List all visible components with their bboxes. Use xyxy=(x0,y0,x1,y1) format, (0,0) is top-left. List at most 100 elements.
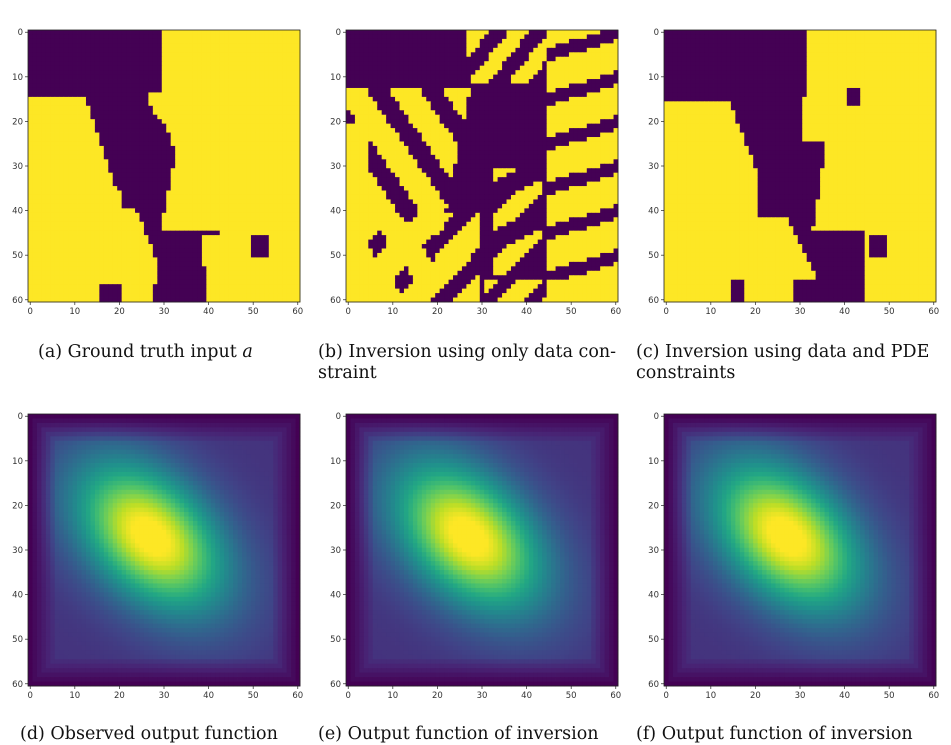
heatmap-cell xyxy=(268,203,274,209)
heatmap-cell xyxy=(81,110,87,116)
heatmap-cell xyxy=(242,221,247,227)
heatmap-cell xyxy=(542,101,548,107)
heatmap-cell xyxy=(184,279,189,285)
heatmap-cell xyxy=(264,87,270,93)
heatmap-cell xyxy=(412,56,418,62)
heatmap-cell xyxy=(215,194,221,200)
heatmap-cell xyxy=(291,34,296,40)
heatmap-cell xyxy=(117,221,123,227)
heatmap-cell xyxy=(524,61,530,67)
heatmap-cell xyxy=(45,114,51,120)
heatmap-cell xyxy=(121,128,127,133)
heatmap-cell xyxy=(282,110,288,116)
heatmap-cell xyxy=(295,61,301,67)
heatmap-cell xyxy=(542,79,548,84)
heatmap-cell xyxy=(117,38,123,44)
heatmap-cell xyxy=(295,159,301,165)
heatmap-cell xyxy=(108,34,114,40)
heatmap-cell xyxy=(36,56,42,62)
heatmap-cell xyxy=(273,163,279,169)
heatmap-cell xyxy=(408,65,414,71)
heatmap-cell xyxy=(609,105,614,111)
heatmap-cell xyxy=(139,168,145,174)
heatmap-cell xyxy=(537,38,543,44)
heatmap-cell xyxy=(515,101,521,107)
heatmap-cell xyxy=(246,145,252,151)
heatmap-cell xyxy=(524,47,530,53)
heatmap-cell xyxy=(81,123,87,129)
heatmap-cell xyxy=(448,110,454,116)
heatmap-cell xyxy=(36,239,42,245)
heatmap-cell xyxy=(135,297,140,303)
heatmap-cell xyxy=(130,284,136,290)
heatmap-cell xyxy=(475,34,481,40)
heatmap-cell xyxy=(363,74,369,80)
heatmap-cell xyxy=(286,257,292,263)
heatmap-cell xyxy=(45,270,51,276)
heatmap-cell xyxy=(264,226,270,232)
heatmap-cell xyxy=(112,163,118,169)
heatmap-cell xyxy=(493,38,499,44)
heatmap-cell xyxy=(188,163,194,169)
heatmap-cell xyxy=(582,30,588,35)
heatmap-cell xyxy=(90,284,96,290)
heatmap-cell xyxy=(139,154,145,160)
heatmap-cell xyxy=(560,34,565,40)
heatmap-cell xyxy=(206,56,212,62)
heatmap-cell xyxy=(77,159,82,165)
heatmap-cell xyxy=(273,199,279,205)
heatmap-cell xyxy=(188,181,194,187)
heatmap-cell xyxy=(444,83,449,89)
heatmap-cell xyxy=(273,74,279,80)
heatmap-cell xyxy=(85,217,91,223)
heatmap-cell xyxy=(117,123,123,129)
heatmap-cell xyxy=(421,61,427,67)
heatmap-cell xyxy=(291,217,296,223)
heatmap-cell xyxy=(77,79,82,84)
heatmap-cell xyxy=(99,154,105,160)
heatmap-cell xyxy=(346,101,351,107)
heatmap-cell xyxy=(286,34,292,40)
heatmap-cell xyxy=(112,61,118,67)
heatmap-cell xyxy=(259,159,265,165)
heatmap-cell xyxy=(613,87,619,93)
heatmap-cell xyxy=(45,34,51,40)
heatmap-cell xyxy=(54,83,60,89)
heatmap-cell xyxy=(403,34,409,40)
heatmap-cell xyxy=(175,101,181,107)
heatmap-cell xyxy=(510,34,516,40)
heatmap-cell xyxy=(591,110,597,116)
heatmap-cell xyxy=(63,270,69,276)
heatmap-cell xyxy=(152,34,158,40)
heatmap-cell xyxy=(139,56,145,62)
heatmap-cell xyxy=(197,105,203,111)
heatmap-cell xyxy=(368,92,374,98)
heatmap-cell xyxy=(488,52,494,58)
heatmap-cell xyxy=(188,145,194,151)
heatmap-cell xyxy=(121,30,127,35)
heatmap-cell xyxy=(264,74,270,80)
heatmap-cell xyxy=(161,56,167,62)
heatmap-cell xyxy=(457,34,463,40)
heatmap-cell xyxy=(108,128,114,133)
heatmap-cell xyxy=(63,172,69,178)
heatmap-cell xyxy=(560,92,565,98)
heatmap-cell xyxy=(291,74,296,80)
heatmap-cell xyxy=(41,123,47,129)
heatmap-cell xyxy=(560,70,565,75)
heatmap-cell xyxy=(277,79,283,84)
heatmap-cell xyxy=(484,52,490,58)
heatmap-cell xyxy=(36,177,42,183)
heatmap-cell xyxy=(157,145,163,151)
heatmap-cell xyxy=(184,212,189,218)
heatmap-cell xyxy=(286,145,292,151)
heatmap-cell xyxy=(59,208,65,214)
heatmap-cell xyxy=(488,30,494,35)
heatmap-cell xyxy=(121,203,127,209)
heatmap-cell xyxy=(255,181,261,187)
heatmap-cell xyxy=(179,270,185,276)
heatmap-cell xyxy=(613,114,619,120)
heatmap-cell xyxy=(184,74,189,80)
heatmap-cell xyxy=(197,172,203,178)
heatmap-cell xyxy=(250,217,256,223)
